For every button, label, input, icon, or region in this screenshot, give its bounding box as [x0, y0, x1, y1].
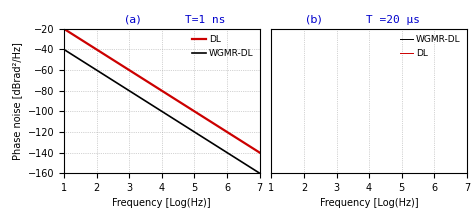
DL [386, 28, 392, 30]
DL [167, 94, 173, 97]
DL [257, 151, 263, 154]
WGMR-DL [268, 28, 274, 30]
DL [252, 148, 258, 151]
Line: DL: DL [64, 29, 260, 153]
WGMR-DL [343, 28, 349, 30]
DL [221, 129, 227, 132]
WGMR-DL [178, 122, 183, 124]
WGMR-DL [464, 28, 470, 30]
Text: T =20 μs: T =20 μs [365, 14, 419, 25]
WGMR-DL [221, 150, 227, 152]
Legend: DL, WGMR-DL: DL, WGMR-DL [191, 33, 255, 59]
WGMR-DL [414, 28, 419, 30]
Text: (a): (a) [125, 14, 140, 25]
DL [268, 28, 274, 30]
DL [61, 28, 67, 30]
X-axis label: Frequency [Log(Hz)]: Frequency [Log(Hz)] [112, 198, 211, 208]
DL [178, 101, 183, 104]
DL [154, 86, 160, 89]
WGMR-DL [167, 115, 173, 118]
WGMR-DL [252, 169, 258, 172]
DL [374, 28, 380, 30]
DL [414, 28, 419, 30]
Text: T=1 ns: T=1 ns [184, 14, 225, 25]
X-axis label: Frequency [Log(Hz)]: Frequency [Log(Hz)] [320, 198, 419, 208]
WGMR-DL [154, 107, 160, 109]
DL [464, 28, 470, 30]
WGMR-DL [374, 28, 380, 30]
WGMR-DL [386, 28, 392, 30]
WGMR-DL [316, 28, 321, 30]
DL [343, 28, 349, 30]
DL [316, 28, 321, 30]
Text: (b): (b) [307, 14, 322, 25]
Legend: WGMR-DL, DL: WGMR-DL, DL [398, 33, 462, 59]
DL [155, 87, 161, 90]
WGMR-DL [61, 48, 67, 51]
DL [282, 28, 287, 30]
WGMR-DL [155, 108, 161, 110]
Line: WGMR-DL: WGMR-DL [64, 50, 260, 173]
WGMR-DL [282, 28, 287, 30]
Y-axis label: Phase noise [dBrad²/Hz]: Phase noise [dBrad²/Hz] [12, 42, 22, 160]
WGMR-DL [257, 172, 263, 174]
